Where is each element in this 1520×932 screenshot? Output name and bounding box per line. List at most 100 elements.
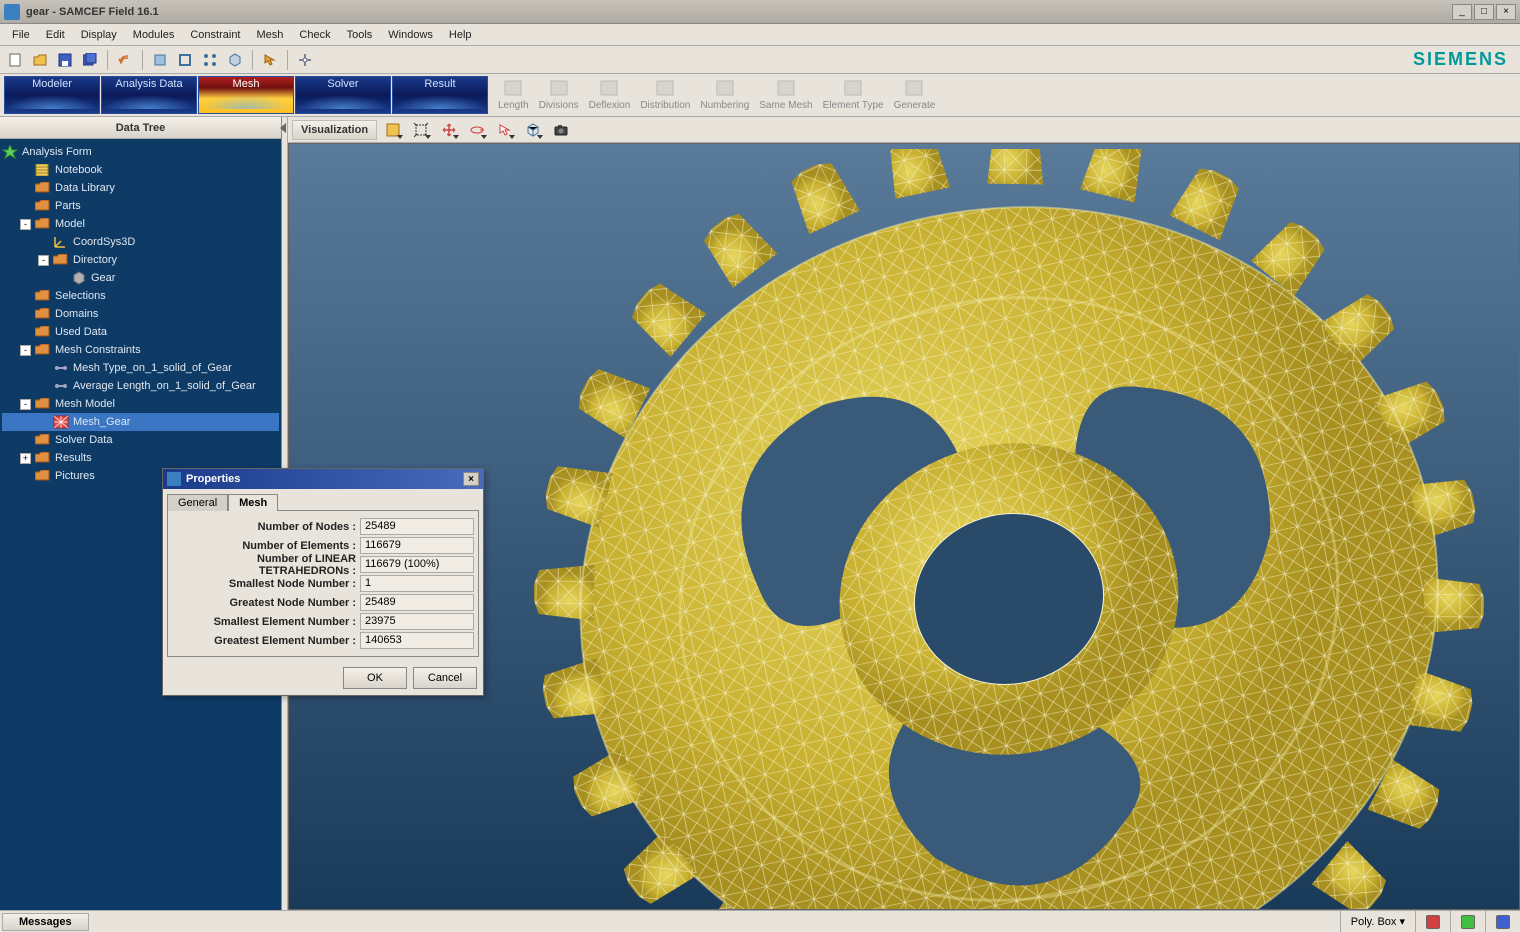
tree-item-mesh-model[interactable]: -Mesh Model — [2, 395, 279, 413]
axes-icon — [53, 235, 69, 249]
viz-pan-button[interactable] — [437, 119, 461, 141]
dialog-tab-mesh[interactable]: Mesh — [228, 494, 278, 511]
menu-mesh[interactable]: Mesh — [249, 26, 292, 44]
mesh-tool-element-type[interactable]: Element Type — [818, 78, 889, 111]
tree-item-model[interactable]: -Model — [2, 215, 279, 233]
expand-icon[interactable]: - — [38, 255, 49, 266]
new-button[interactable] — [4, 49, 26, 71]
tree-item-selections[interactable]: Selections — [2, 287, 279, 305]
folder-icon — [35, 307, 51, 321]
menu-modules[interactable]: Modules — [125, 26, 183, 44]
viz-snapshot-button[interactable] — [549, 119, 573, 141]
prop-row: Smallest Node Number :1 — [172, 574, 474, 593]
titlebar: gear - SAMCEF Field 16.1 _ □ × — [0, 0, 1520, 24]
viz-shade-button[interactable] — [381, 119, 405, 141]
viz-view-button[interactable] — [521, 119, 545, 141]
workflow-tab-analysis-data[interactable]: Analysis Data — [101, 76, 197, 114]
mesh-tool-numbering[interactable]: Numbering — [695, 78, 754, 111]
mesh-tool-same-mesh[interactable]: Same Mesh — [754, 78, 817, 111]
tree-item-parts[interactable]: Parts — [2, 197, 279, 215]
expand-icon[interactable]: - — [20, 219, 31, 230]
close-button[interactable]: × — [1496, 4, 1516, 20]
tree-item-mesh-type-on-1-solid-of-gear[interactable]: Mesh Type_on_1_solid_of_Gear — [2, 359, 279, 377]
expand-icon[interactable]: - — [20, 345, 31, 356]
expand-icon[interactable]: - — [20, 399, 31, 410]
tree-item-mesh-gear[interactable]: Mesh_Gear — [2, 413, 279, 431]
solid-icon — [71, 271, 87, 285]
status-light-red — [1415, 911, 1450, 932]
picker-mode[interactable]: Poly. Box ▾ — [1340, 911, 1415, 932]
folder-icon — [35, 325, 51, 339]
tree-item-average-length-on-1-solid-of-gear[interactable]: Average Length_on_1_solid_of_Gear — [2, 377, 279, 395]
tree-item-gear[interactable]: Gear — [2, 269, 279, 287]
edge-sel-button[interactable] — [174, 49, 196, 71]
maximize-button[interactable]: □ — [1474, 4, 1494, 20]
vertex-sel-button[interactable] — [199, 49, 221, 71]
tree-item-coordsys3d[interactable]: CoordSys3D — [2, 233, 279, 251]
cancel-button[interactable]: Cancel — [413, 667, 477, 689]
prop-row: Number of Nodes :25489 — [172, 517, 474, 536]
menu-edit[interactable]: Edit — [38, 26, 73, 44]
undo-button[interactable] — [114, 49, 136, 71]
tree-item-results[interactable]: +Results — [2, 449, 279, 467]
tree-item-domains[interactable]: Domains — [2, 305, 279, 323]
save-button[interactable] — [54, 49, 76, 71]
minimize-button[interactable]: _ — [1452, 4, 1472, 20]
star-icon — [2, 145, 18, 159]
save-all-button[interactable] — [79, 49, 101, 71]
dialog-body: Number of Nodes :25489Number of Elements… — [167, 510, 479, 657]
folder-icon — [35, 217, 51, 231]
mesh-tool-divisions[interactable]: Divisions — [534, 78, 584, 111]
workflow-tab-modeler[interactable]: Modeler — [4, 76, 100, 114]
tree-item-mesh-constraints[interactable]: -Mesh Constraints — [2, 341, 279, 359]
gear-mesh: Y — [484, 149, 1520, 911]
transform-button[interactable] — [294, 49, 316, 71]
prop-value: 25489 — [360, 518, 474, 535]
dialog-close-button[interactable]: × — [463, 472, 479, 486]
viz-rotate-button[interactable] — [465, 119, 489, 141]
mesh-tool-generate[interactable]: Generate — [889, 78, 941, 111]
tree-item-used-data[interactable]: Used Data — [2, 323, 279, 341]
prop-value: 140653 — [360, 632, 474, 649]
prop-value: 116679 (100%) — [360, 556, 474, 573]
dialog-tab-general[interactable]: General — [167, 494, 228, 511]
workflow-tab-result[interactable]: Result — [392, 76, 488, 114]
prop-row: Number of LINEAR TETRAHEDRONs :116679 (1… — [172, 555, 474, 574]
workflow-tab-solver[interactable]: Solver — [295, 76, 391, 114]
solid-sel-button[interactable] — [224, 49, 246, 71]
dialog-buttons: OK Cancel — [163, 661, 483, 695]
viz-fit-button[interactable] — [409, 119, 433, 141]
properties-dialog: Properties × GeneralMesh Number of Nodes… — [162, 468, 484, 696]
menu-tools[interactable]: Tools — [339, 26, 381, 44]
menu-constraint[interactable]: Constraint — [182, 26, 248, 44]
viz-select-button[interactable] — [493, 119, 517, 141]
menu-check[interactable]: Check — [291, 26, 338, 44]
prop-label: Number of Nodes : — [172, 521, 360, 533]
workflow-tab-mesh[interactable]: Mesh — [198, 76, 294, 114]
dialog-titlebar[interactable]: Properties × — [163, 469, 483, 489]
mesh-icon — [53, 415, 69, 429]
prop-row: Smallest Element Number :23975 — [172, 612, 474, 631]
tree-item-data-library[interactable]: Data Library — [2, 179, 279, 197]
prop-label: Greatest Node Number : — [172, 597, 360, 609]
brand-logo: SIEMENS — [1413, 49, 1508, 70]
menu-help[interactable]: Help — [441, 26, 480, 44]
tree-root[interactable]: Analysis Form — [2, 143, 279, 161]
tree-item-solver-data[interactable]: Solver Data — [2, 431, 279, 449]
tree-item-directory[interactable]: -Directory — [2, 251, 279, 269]
constraint-icon — [53, 379, 69, 393]
viz-label: Visualization — [292, 120, 377, 140]
menu-windows[interactable]: Windows — [380, 26, 441, 44]
messages-tab[interactable]: Messages — [2, 913, 89, 931]
ok-button[interactable]: OK — [343, 667, 407, 689]
expand-icon[interactable]: + — [20, 453, 31, 464]
mesh-tool-deflexion[interactable]: Deflexion — [584, 78, 636, 111]
face-sel-button[interactable] — [149, 49, 171, 71]
menu-file[interactable]: File — [4, 26, 38, 44]
tree-item-notebook[interactable]: Notebook — [2, 161, 279, 179]
pick-button[interactable] — [259, 49, 281, 71]
mesh-tool-length[interactable]: Length — [493, 78, 534, 111]
mesh-tool-distribution[interactable]: Distribution — [635, 78, 695, 111]
menu-display[interactable]: Display — [73, 26, 125, 44]
open-button[interactable] — [29, 49, 51, 71]
